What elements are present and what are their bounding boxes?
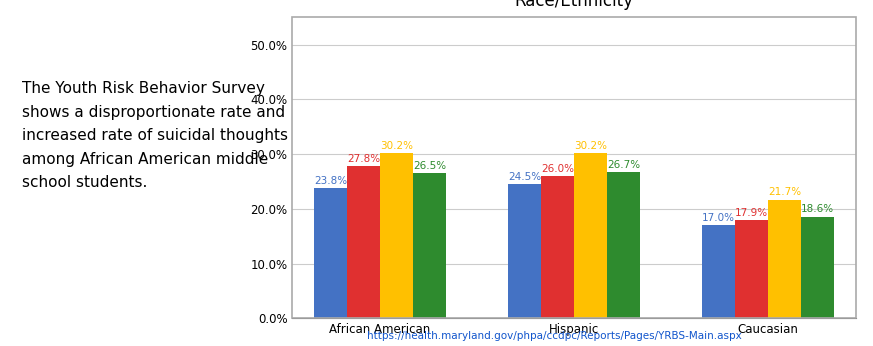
Bar: [313, 188, 347, 318]
Text: 17.9%: 17.9%: [735, 208, 768, 218]
Text: 26.5%: 26.5%: [413, 161, 446, 171]
Text: 17.0%: 17.0%: [702, 213, 735, 223]
Text: 27.8%: 27.8%: [347, 154, 380, 164]
Bar: [508, 184, 541, 318]
Bar: [607, 172, 640, 318]
Text: https://health.maryland.gov/phpa/ccdpc/Reports/Pages/YRBS-Main.aspx: https://health.maryland.gov/phpa/ccdpc/R…: [367, 331, 742, 341]
Title: Percentage of MS students who considered suicide - by
Race/Ethnicity: Percentage of MS students who considered…: [345, 0, 803, 10]
Bar: [347, 166, 380, 318]
Text: 24.5%: 24.5%: [508, 172, 541, 182]
Bar: [801, 217, 835, 318]
Text: 21.7%: 21.7%: [768, 188, 801, 197]
Text: The Youth Risk Behavior Survey
shows a disproportionate rate and
increased rate : The Youth Risk Behavior Survey shows a d…: [22, 81, 288, 190]
Bar: [702, 225, 735, 318]
Text: 26.0%: 26.0%: [541, 164, 574, 174]
Text: 18.6%: 18.6%: [801, 204, 835, 214]
Text: 26.7%: 26.7%: [607, 160, 640, 170]
Bar: [541, 176, 574, 318]
Text: 23.8%: 23.8%: [313, 176, 347, 186]
Text: 30.2%: 30.2%: [380, 141, 413, 151]
Text: 30.2%: 30.2%: [574, 141, 607, 151]
Bar: [574, 153, 607, 318]
Bar: [413, 173, 446, 318]
Bar: [735, 220, 768, 318]
Bar: [380, 153, 413, 318]
Bar: [768, 200, 801, 318]
